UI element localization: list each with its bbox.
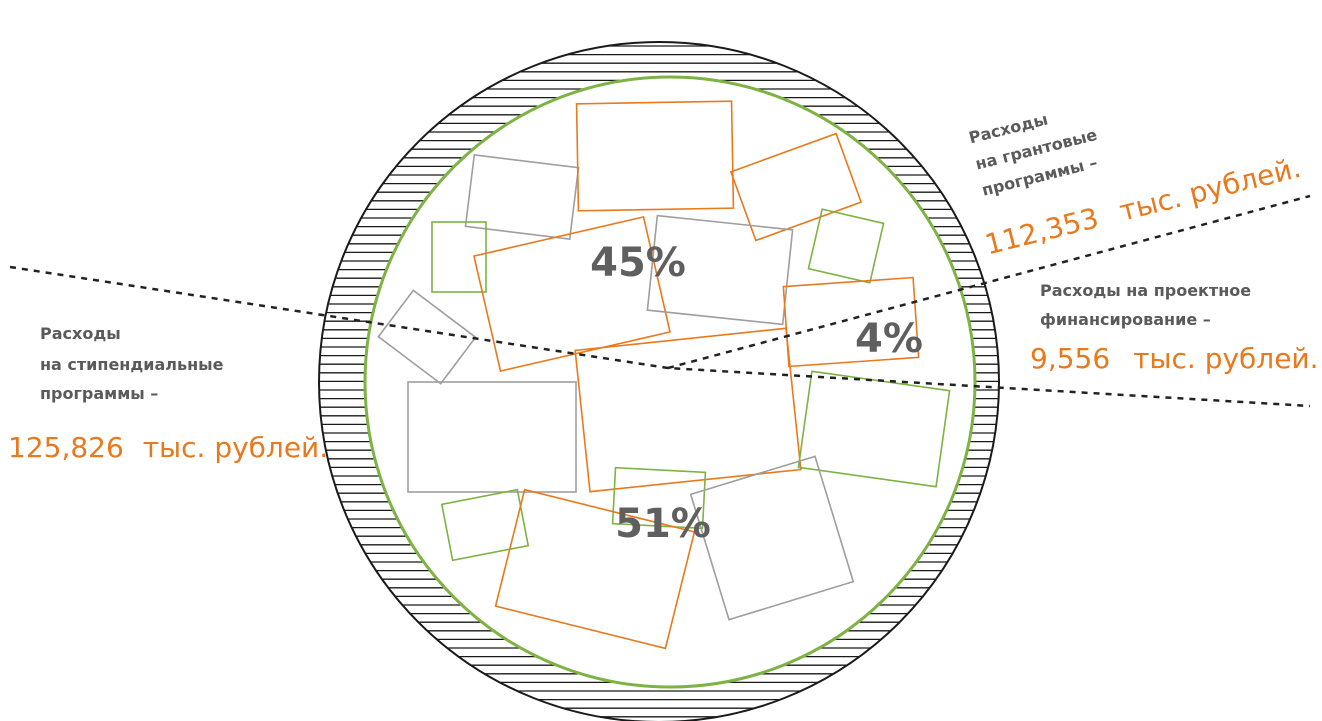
decorative-rectangle <box>689 455 855 621</box>
annotation-project-line-2: финансирование – <box>1040 310 1211 329</box>
scholarship-amount-value: 125,826 <box>8 431 124 464</box>
decorative-rectangle <box>407 381 577 493</box>
inner-circle <box>363 75 977 689</box>
annotation-project-line-1: Расходы на проектное <box>1040 281 1251 300</box>
annotation-grant: Расходы на грантовые программы – 112,353… <box>967 109 1305 261</box>
outer-circle <box>318 41 1000 721</box>
decorative-rectangle <box>782 276 920 368</box>
decorative-rectangle <box>431 221 487 293</box>
project-amount-unit: тыс. рублей. <box>1133 342 1318 375</box>
decorative-rectangle <box>575 100 735 212</box>
annotation-grant-amount: 112,353 тыс. рублей. <box>982 151 1305 261</box>
decorative-rectangle <box>440 488 530 562</box>
project-amount-value: 9,556 <box>1030 342 1110 375</box>
grant-amount-value: 112,353 <box>982 201 1102 261</box>
annotation-project-amount: 9,556 тыс. рублей. <box>1030 342 1319 375</box>
slice-dividers <box>9 194 1311 408</box>
annotation-scholarship-line-1: Расходы <box>40 324 121 343</box>
grant-amount-unit: тыс. рублей. <box>1116 151 1304 228</box>
decorative-rectangles <box>377 100 951 650</box>
percent-label-scholarship: 51% <box>615 501 711 547</box>
decorative-rectangle <box>611 466 707 530</box>
annotation-scholarship-line-2: на стипендиальные <box>40 355 224 374</box>
decorative-rectangle <box>646 214 794 326</box>
percent-label-grant: 45% <box>590 240 686 286</box>
decorative-rectangle <box>574 327 802 493</box>
decorative-rectangle <box>807 208 885 284</box>
decorative-rectangle <box>377 289 477 385</box>
divider-upper-right <box>667 194 1311 370</box>
scholarship-amount-unit: тыс. рублей. <box>143 431 328 464</box>
decorative-rectangle <box>472 215 672 373</box>
annotation-scholarship-line-3: программы – <box>40 384 158 403</box>
percent-label-project: 4% <box>855 316 923 362</box>
annotation-scholarship-amount: 125,826 тыс. рублей. <box>8 431 328 464</box>
decorative-rectangle <box>464 153 580 241</box>
annotation-scholarship: Расходы на стипендиальные программы – 12… <box>8 324 328 464</box>
decorative-rectangle <box>494 488 696 650</box>
decorative-rectangle <box>729 132 863 242</box>
annotation-project: Расходы на проектное финансирование – 9,… <box>1030 281 1319 375</box>
